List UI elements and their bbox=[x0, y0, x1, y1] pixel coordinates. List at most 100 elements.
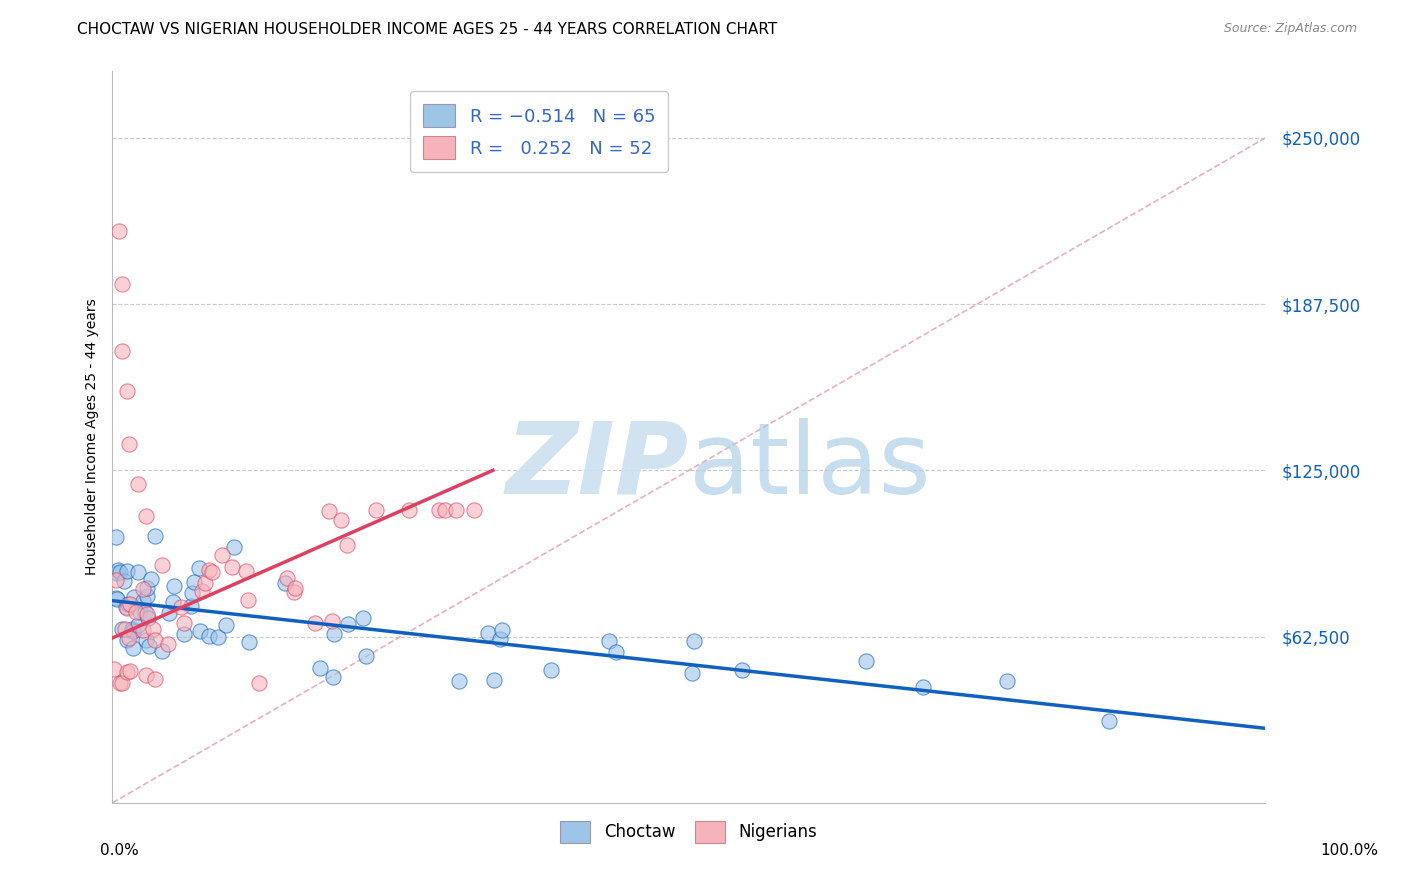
Point bbox=[321, 614, 343, 628]
Point bbox=[141, 572, 163, 586]
Point bbox=[122, 590, 145, 604]
Point bbox=[138, 640, 160, 654]
Point bbox=[143, 529, 166, 543]
Point bbox=[183, 574, 205, 589]
Point bbox=[170, 599, 193, 614]
Point bbox=[135, 607, 157, 621]
Text: Source: ZipAtlas.com: Source: ZipAtlas.com bbox=[1223, 22, 1357, 36]
Point bbox=[115, 600, 138, 615]
Legend: Choctaw, Nigerians: Choctaw, Nigerians bbox=[554, 814, 824, 849]
Point bbox=[136, 611, 159, 625]
Point bbox=[108, 566, 131, 580]
Point bbox=[143, 672, 166, 686]
Point bbox=[463, 503, 485, 517]
Point bbox=[117, 665, 139, 680]
Point bbox=[681, 665, 703, 680]
Point bbox=[105, 566, 128, 581]
Point bbox=[120, 664, 142, 678]
Point bbox=[207, 631, 229, 645]
Point bbox=[477, 626, 499, 640]
Point bbox=[224, 541, 246, 555]
Point bbox=[114, 574, 136, 588]
Point bbox=[125, 605, 148, 619]
Point bbox=[605, 645, 627, 659]
Point bbox=[236, 593, 259, 607]
Text: ZIP: ZIP bbox=[506, 417, 689, 515]
Point bbox=[135, 632, 157, 647]
Point bbox=[134, 605, 156, 619]
Point bbox=[111, 277, 134, 292]
Point bbox=[173, 616, 195, 631]
Point bbox=[304, 616, 326, 631]
Point bbox=[912, 681, 935, 695]
Text: CHOCTAW VS NIGERIAN HOUSEHOLDER INCOME AGES 25 - 44 YEARS CORRELATION CHART: CHOCTAW VS NIGERIAN HOUSEHOLDER INCOME A… bbox=[77, 22, 778, 37]
Point bbox=[145, 632, 167, 647]
Point bbox=[173, 627, 195, 641]
Point bbox=[136, 582, 159, 596]
Point bbox=[398, 503, 420, 517]
Point bbox=[198, 563, 221, 577]
Point bbox=[318, 504, 340, 518]
Point bbox=[235, 564, 257, 578]
Point bbox=[122, 624, 145, 638]
Point bbox=[150, 558, 173, 573]
Point bbox=[364, 503, 387, 517]
Point bbox=[121, 641, 143, 656]
Point bbox=[221, 560, 243, 574]
Point bbox=[127, 566, 149, 580]
Point bbox=[108, 224, 131, 238]
Point bbox=[103, 662, 125, 676]
Point bbox=[482, 673, 505, 688]
Point bbox=[540, 663, 562, 677]
Point bbox=[121, 622, 143, 636]
Point bbox=[181, 586, 204, 600]
Point bbox=[105, 529, 128, 543]
Point bbox=[284, 581, 307, 595]
Point bbox=[433, 503, 456, 517]
Point bbox=[135, 508, 157, 523]
Point bbox=[238, 635, 260, 649]
Point bbox=[283, 585, 305, 599]
Point bbox=[352, 611, 374, 625]
Point bbox=[201, 566, 224, 580]
Point bbox=[132, 582, 155, 597]
Point bbox=[114, 622, 136, 636]
Point bbox=[110, 622, 132, 636]
Point bbox=[330, 513, 353, 527]
Point bbox=[194, 575, 217, 590]
Point bbox=[247, 676, 270, 690]
Point bbox=[129, 605, 152, 619]
Point bbox=[134, 668, 156, 682]
Point bbox=[322, 670, 344, 684]
Point bbox=[337, 616, 360, 631]
Point bbox=[855, 654, 877, 668]
Point bbox=[117, 597, 139, 611]
Point bbox=[491, 624, 513, 638]
Y-axis label: Householder Income Ages 25 - 44 years: Householder Income Ages 25 - 44 years bbox=[84, 299, 98, 575]
Point bbox=[276, 571, 298, 585]
Point bbox=[336, 538, 359, 552]
Point bbox=[115, 600, 138, 615]
Point bbox=[115, 384, 138, 398]
Point bbox=[354, 649, 377, 664]
Point bbox=[115, 632, 138, 647]
Point bbox=[215, 618, 238, 632]
Point bbox=[104, 591, 127, 605]
Point bbox=[322, 627, 344, 641]
Point bbox=[188, 624, 211, 638]
Point bbox=[162, 595, 184, 609]
Point bbox=[157, 606, 180, 620]
Point bbox=[163, 579, 186, 593]
Point bbox=[444, 503, 467, 517]
Point bbox=[188, 561, 211, 575]
Point bbox=[136, 590, 159, 604]
Point bbox=[156, 637, 179, 651]
Point bbox=[180, 599, 202, 614]
Point bbox=[489, 632, 512, 646]
Text: 100.0%: 100.0% bbox=[1320, 843, 1379, 858]
Point bbox=[127, 476, 149, 491]
Point bbox=[1098, 714, 1121, 728]
Point bbox=[211, 548, 233, 562]
Point bbox=[198, 629, 221, 643]
Point bbox=[105, 592, 128, 607]
